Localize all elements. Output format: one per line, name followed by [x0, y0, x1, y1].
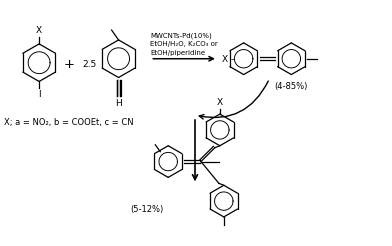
- Text: X: X: [36, 26, 42, 35]
- Text: X –: X –: [222, 55, 235, 64]
- Text: H: H: [115, 99, 122, 108]
- Text: X; a = NO₂, b = COOEt, c = CN: X; a = NO₂, b = COOEt, c = CN: [4, 118, 134, 127]
- Text: (5-12%): (5-12%): [131, 204, 164, 214]
- Text: MWCNTs-Pd(10%)
EtOH/H₂O, K₂CO₃ or
EtOH/piperidine: MWCNTs-Pd(10%) EtOH/H₂O, K₂CO₃ or EtOH/p…: [150, 32, 218, 56]
- Text: X: X: [217, 98, 223, 107]
- Text: (4-85%): (4-85%): [275, 82, 308, 92]
- Text: +: +: [64, 58, 74, 71]
- Text: 2.5: 2.5: [83, 60, 97, 69]
- Text: I: I: [38, 90, 40, 99]
